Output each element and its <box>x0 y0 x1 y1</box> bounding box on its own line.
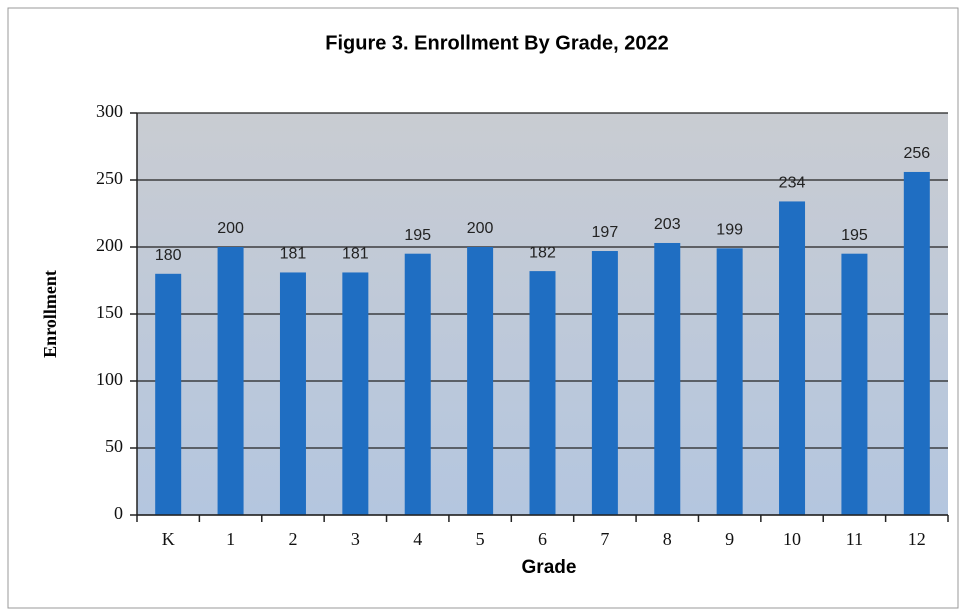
bar <box>779 201 806 515</box>
data-label: 197 <box>592 224 619 241</box>
data-label: 203 <box>654 216 681 233</box>
x-tick-label: 12 <box>908 529 926 549</box>
y-axis-label: Enrollment <box>40 270 60 358</box>
y-tick-label: 0 <box>114 503 123 523</box>
data-label: 195 <box>404 227 431 244</box>
bar <box>217 247 244 515</box>
y-tick-label: 300 <box>96 101 123 121</box>
y-tick-label: 50 <box>105 436 123 456</box>
x-tick-label: 6 <box>538 529 547 549</box>
x-tick-label: 10 <box>783 529 801 549</box>
bar <box>903 171 930 515</box>
x-tick-label: 4 <box>413 529 422 549</box>
chart-title: Figure 3. Enrollment By Grade, 2022 <box>325 32 668 54</box>
bar <box>404 253 431 515</box>
data-label: 181 <box>280 246 307 263</box>
bar <box>342 272 369 515</box>
bar <box>529 271 556 515</box>
bar <box>155 273 182 515</box>
x-tick-label: 9 <box>725 529 734 549</box>
x-tick-label: 1 <box>226 529 235 549</box>
data-label: 180 <box>155 247 182 264</box>
bar <box>591 251 618 515</box>
bar <box>279 272 306 515</box>
x-tick-label: 3 <box>351 529 360 549</box>
x-tick-label: 7 <box>600 529 609 549</box>
data-label: 256 <box>903 145 930 162</box>
bar <box>467 247 494 515</box>
y-tick-label: 250 <box>96 168 123 188</box>
bar <box>716 248 743 515</box>
data-label: 200 <box>467 220 494 237</box>
data-label: 234 <box>779 175 806 192</box>
x-tick-label: 2 <box>288 529 297 549</box>
x-tick-label: 11 <box>846 529 863 549</box>
x-tick-label: K <box>162 529 175 549</box>
x-axis-label: Grade <box>522 557 577 578</box>
data-label: 182 <box>529 244 556 261</box>
data-label: 195 <box>841 227 868 244</box>
y-tick-label: 150 <box>96 302 123 322</box>
data-label: 181 <box>342 246 369 263</box>
bar <box>654 242 681 516</box>
x-tick-label: 5 <box>476 529 485 549</box>
x-tick-label: 8 <box>663 529 672 549</box>
data-label: 199 <box>716 222 743 239</box>
bar <box>841 253 868 515</box>
y-tick-label: 100 <box>96 369 123 389</box>
y-tick-label: 200 <box>96 235 123 255</box>
data-label: 200 <box>217 220 244 237</box>
